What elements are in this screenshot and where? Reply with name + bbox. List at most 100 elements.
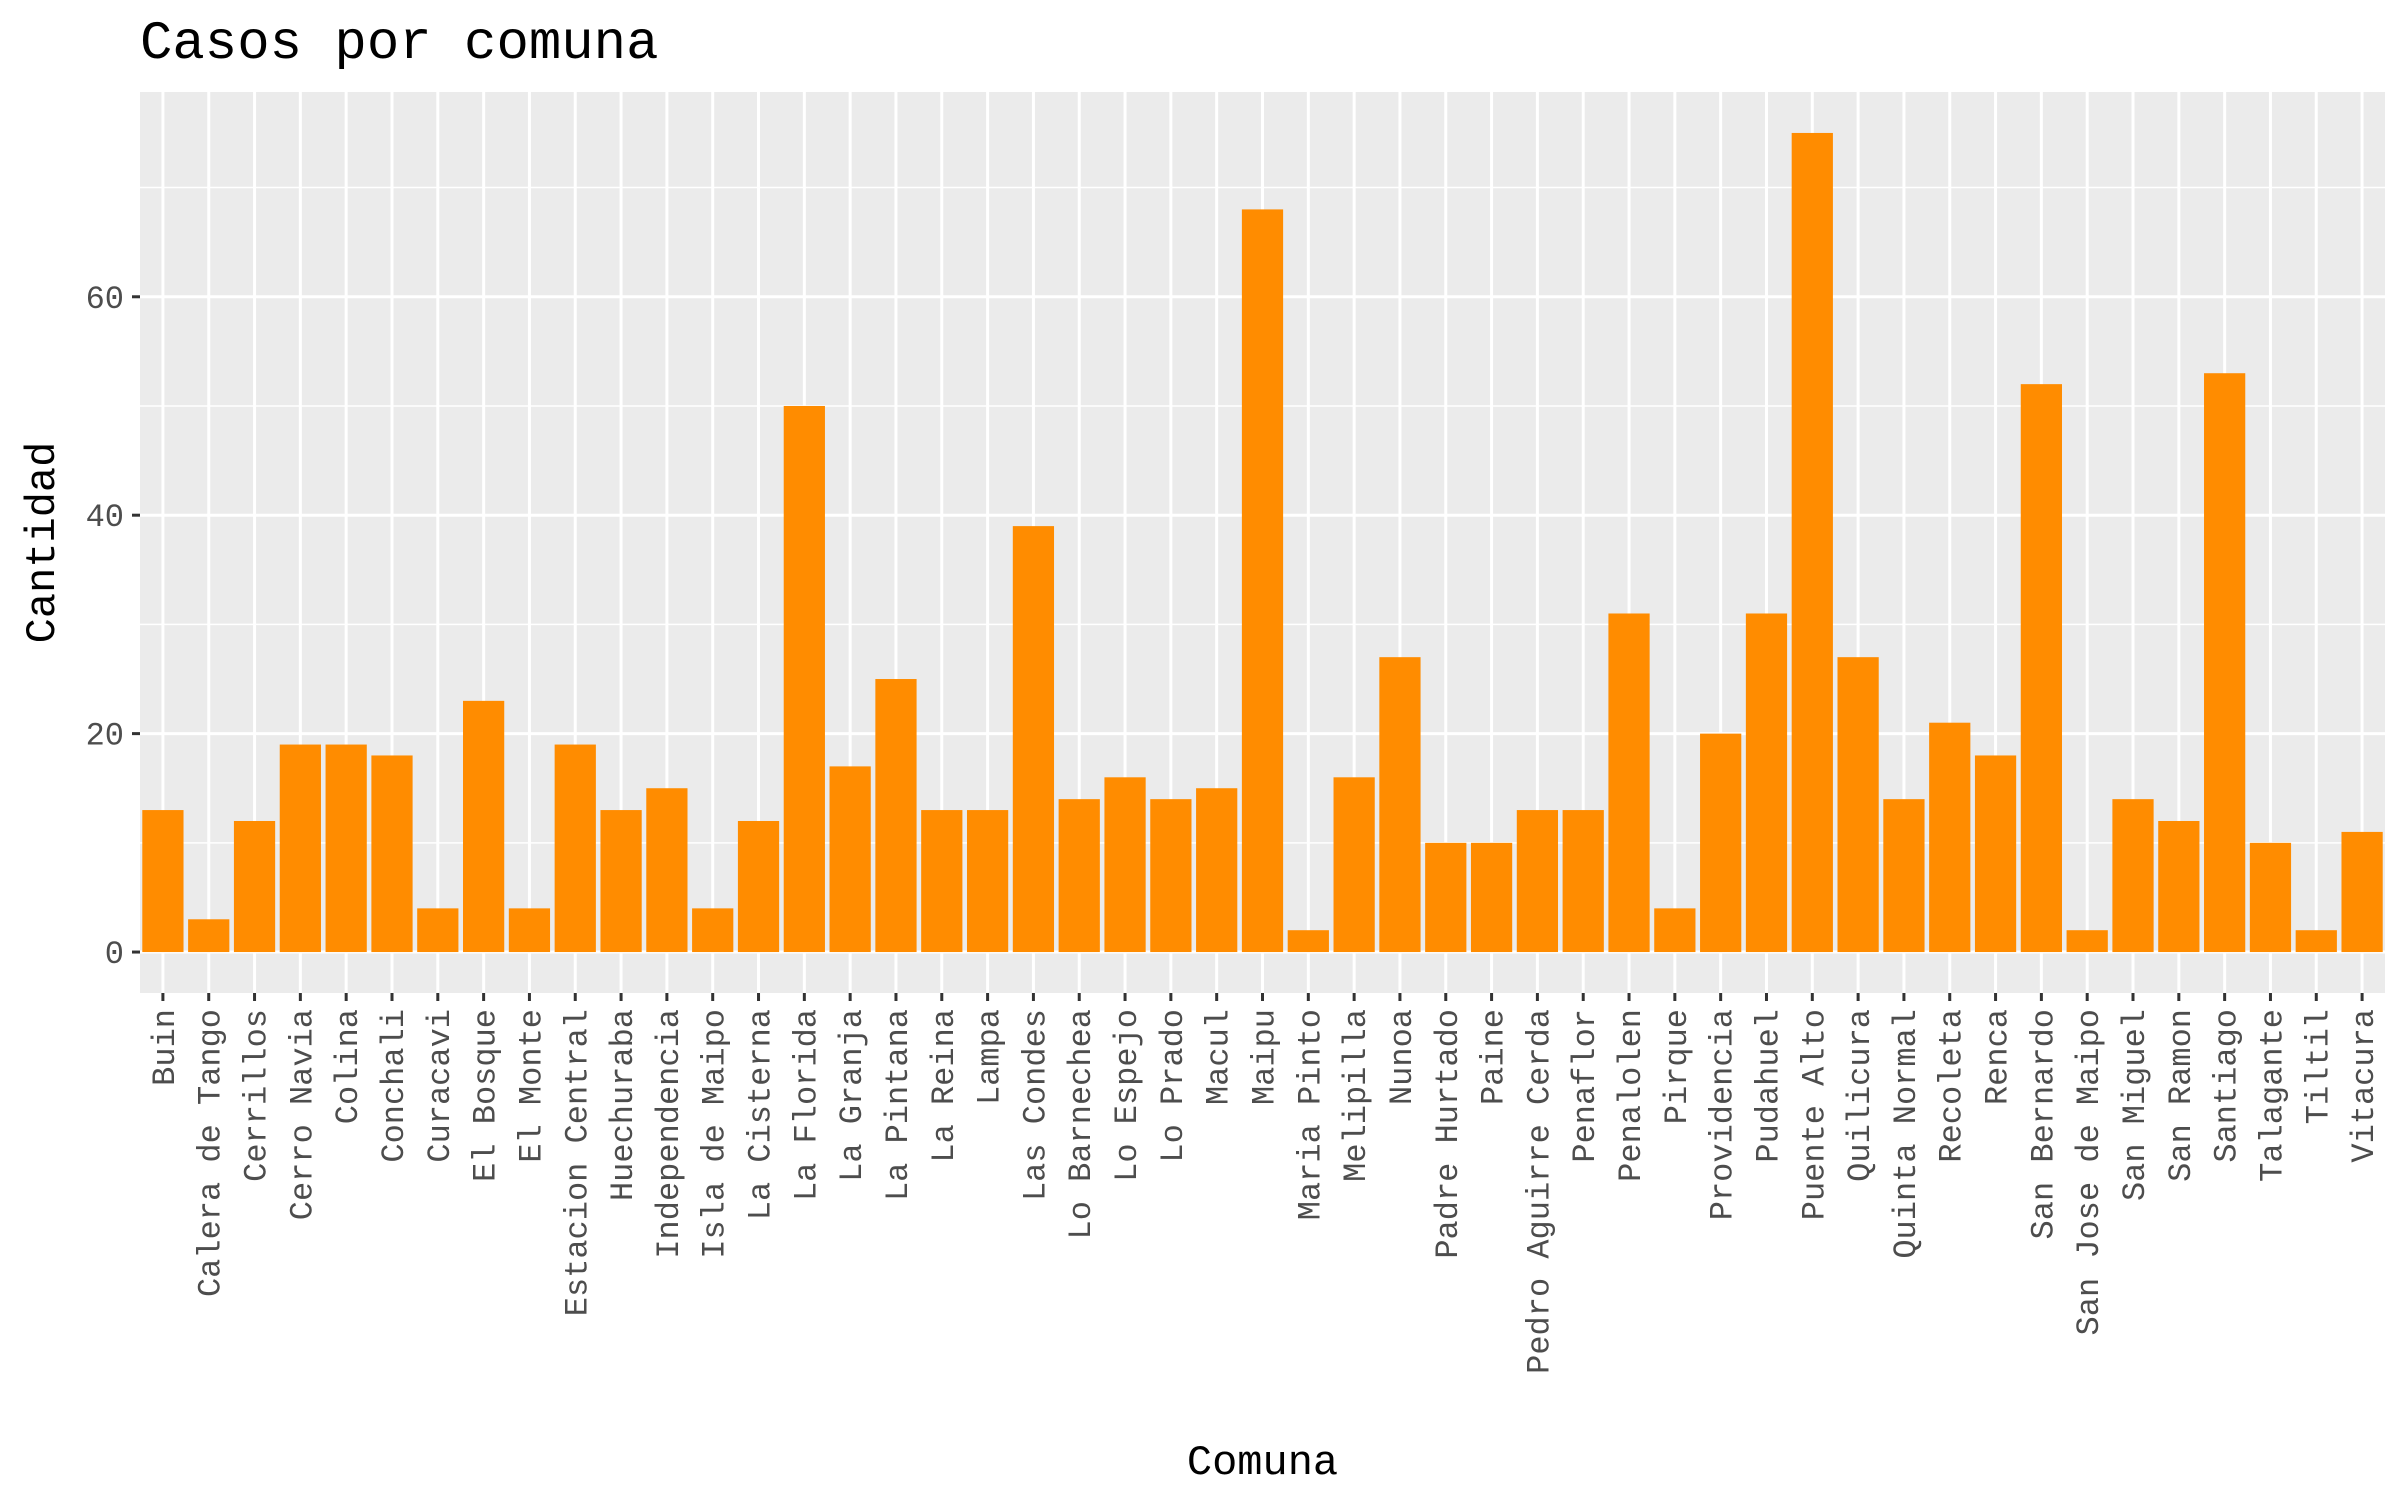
y-tick-label: 60 (86, 281, 124, 318)
bar (554, 744, 596, 953)
bar (1883, 799, 1925, 953)
bar (1104, 777, 1146, 953)
x-tick-label: Maipu (1247, 1009, 1284, 1105)
x-tick-label: La Cisterna (743, 1009, 780, 1220)
x-tick-label: Maria Pinto (1292, 1009, 1329, 1220)
bar (2020, 384, 2062, 953)
y-axis-title: Cantidad (19, 442, 67, 644)
bar (1700, 733, 1742, 953)
bar (1150, 799, 1192, 953)
x-tick-label: Calera de Tango (193, 1009, 230, 1297)
x-tick-label: Providencia (1705, 1009, 1742, 1220)
bar (1654, 908, 1696, 953)
x-tick-label: Penalolen (1613, 1009, 1650, 1182)
bar (233, 820, 276, 953)
x-tick-label: Cerro Navia (284, 1009, 321, 1220)
x-tick-label: Lo Espejo (1109, 1009, 1146, 1182)
bar (1287, 930, 1329, 953)
x-tick-label: Huechuraba (605, 1009, 642, 1201)
x-tick-label: El Monte (513, 1009, 550, 1163)
x-tick-label: Recoleta (1934, 1009, 1971, 1163)
y-tick-label: 0 (105, 936, 124, 973)
x-tick-label: Colina (330, 1009, 367, 1124)
bar (279, 744, 321, 953)
x-tick-label: Isla de Maipo (697, 1009, 734, 1259)
bar (1379, 657, 1421, 953)
x-tick-label: San Jose de Maipo (2071, 1009, 2108, 1335)
x-tick-label: La Florida (788, 1009, 825, 1201)
x-tick-label: La Granja (834, 1009, 871, 1182)
y-axis: 0 20 40 60 (86, 281, 140, 973)
x-axis-title: Comuna (1187, 1439, 1338, 1487)
x-tick-label: Buin (147, 1009, 184, 1086)
bars (142, 132, 2383, 953)
bar (417, 908, 459, 953)
bar (2295, 930, 2337, 953)
bar (2158, 820, 2200, 953)
x-tick-label: Estacion Central (559, 1009, 596, 1316)
bar (2341, 831, 2383, 953)
x-tick-label: Lampa (972, 1009, 1009, 1105)
x-tick-label: Penaflor (1567, 1009, 1604, 1163)
x-tick-label: Pudahuel (1750, 1009, 1787, 1163)
x-tick-label: La Pintana (880, 1009, 917, 1201)
bar (2066, 930, 2108, 953)
x-tick-label: Quinta Normal (1888, 1009, 1925, 1259)
x-tick-label: Las Condes (1017, 1009, 1054, 1201)
x-tick-label: Talagante (2254, 1009, 2291, 1182)
x-tick-label: Pedro Aguirre Cerda (1521, 1009, 1558, 1374)
bar (371, 755, 413, 953)
x-tick-label: Puente Alto (1796, 1009, 1833, 1220)
x-tick-label: Conchali (376, 1009, 413, 1163)
bar (1012, 526, 1055, 953)
bar (646, 788, 688, 953)
x-tick-label: Independencia (651, 1009, 688, 1259)
y-tick-label: 40 (86, 499, 124, 536)
bar (142, 810, 184, 953)
bar (1562, 810, 1604, 953)
x-tick-label: Melipilla (1338, 1009, 1375, 1182)
bar (875, 679, 917, 953)
bar (2249, 842, 2292, 953)
bar (463, 700, 505, 953)
bar (2204, 373, 2246, 953)
chart-title: Casos por comuna (140, 14, 658, 75)
x-tick-label: La Reina (926, 1009, 963, 1163)
x-tick-label: Tiltil (2300, 1009, 2337, 1124)
x-tick-label: San Ramon (2163, 1009, 2200, 1182)
x-tick-label: Nunoa (1384, 1009, 1421, 1105)
bar (1516, 810, 1559, 953)
x-tick-label: Lo Prado (1155, 1009, 1192, 1163)
x-axis: Buin Calera de Tango Cerrillos Cerro Navia C… (147, 993, 2383, 1374)
x-tick-label: Renca (1980, 1009, 2017, 1105)
bar (325, 744, 367, 953)
bar (966, 810, 1009, 953)
bar (1333, 777, 1375, 953)
bar (1196, 788, 1238, 953)
x-tick-label: Lo Barnechea (1063, 1009, 1100, 1239)
bar (921, 810, 963, 953)
bar (737, 820, 780, 953)
x-tick-label: San Miguel (2117, 1009, 2154, 1201)
x-tick-label: Cerrillos (239, 1009, 276, 1182)
x-tick-label: Macul (1201, 1009, 1238, 1105)
bar (2112, 799, 2154, 953)
bar (829, 766, 871, 953)
bar (600, 810, 642, 953)
bar (188, 919, 230, 953)
bar (1470, 842, 1513, 953)
bar (1241, 209, 1284, 953)
x-tick-label: Vitacura (2346, 1009, 2383, 1163)
bar (508, 908, 551, 953)
bar (692, 908, 734, 953)
bar (783, 405, 825, 953)
x-tick-label: Padre Hurtado (1430, 1009, 1467, 1259)
bar (1791, 132, 1833, 953)
x-tick-label: Quilicura (1842, 1009, 1879, 1182)
y-tick-label: 20 (86, 718, 124, 755)
bar (1608, 613, 1650, 953)
bar (1745, 613, 1788, 953)
x-tick-label: Curacavi (422, 1009, 459, 1163)
x-tick-label: Paine (1476, 1009, 1513, 1105)
